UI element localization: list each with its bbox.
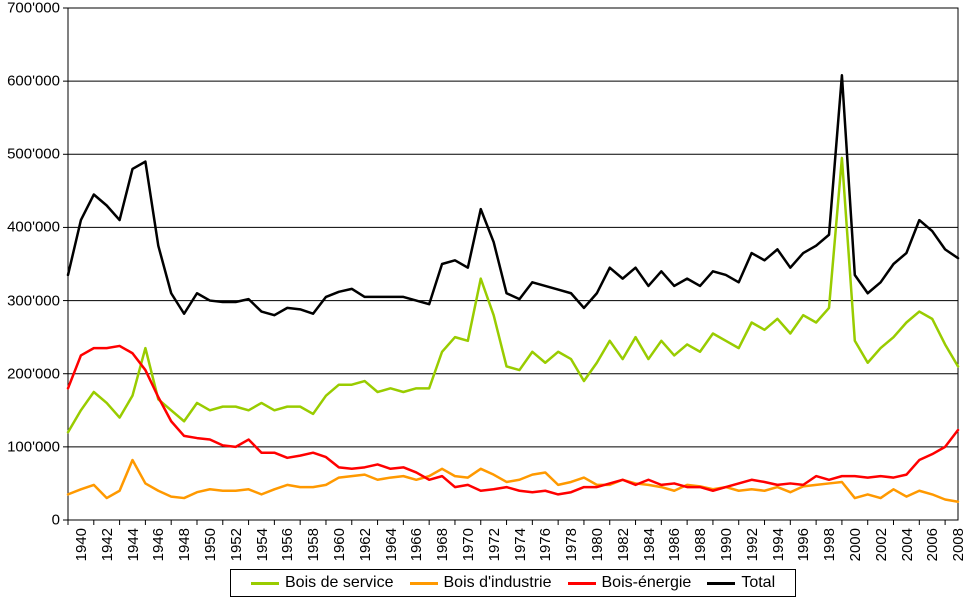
x-tick-label: 1984	[641, 528, 658, 561]
x-tick-label: 1972	[486, 528, 503, 561]
y-tick-label: 400'000	[7, 219, 60, 236]
x-tick-label: 1960	[331, 528, 348, 561]
legend-label: Bois-énergie	[602, 574, 692, 592]
x-tick-label: 1978	[563, 528, 580, 561]
x-tick-label: 1968	[434, 528, 451, 561]
legend-label: Bois de service	[285, 574, 394, 592]
x-tick-label: 1974	[512, 528, 529, 561]
legend-swatch	[410, 582, 438, 585]
x-tick-label: 1966	[408, 528, 425, 561]
y-tick-label: 100'000	[7, 438, 60, 455]
y-tick-label: 300'000	[7, 292, 60, 309]
x-tick-label: 1946	[150, 528, 167, 561]
x-tick-label: 1948	[176, 528, 193, 561]
y-tick-label: 500'000	[7, 146, 60, 163]
x-tick-label: 1964	[383, 528, 400, 561]
x-tick-label: 1980	[589, 528, 606, 561]
chart-canvas	[0, 0, 968, 601]
x-tick-label: 1996	[795, 528, 812, 561]
x-tick-label: 1958	[305, 528, 322, 561]
legend-item-total: Total	[707, 574, 775, 592]
x-tick-label: 1940	[73, 528, 90, 561]
x-tick-label: 1982	[615, 528, 632, 561]
legend-label: Total	[741, 574, 775, 592]
x-tick-label: 1952	[228, 528, 245, 561]
x-tick-label: 1962	[357, 528, 374, 561]
y-tick-label: 700'000	[7, 0, 60, 17]
legend-item-bois_d_industrie: Bois d'industrie	[410, 574, 552, 592]
x-tick-label: 2002	[873, 528, 890, 561]
x-tick-label: 1994	[770, 528, 787, 561]
x-tick-label: 2000	[847, 528, 864, 561]
x-tick-label: 1976	[537, 528, 554, 561]
legend-item-bois_energie: Bois-énergie	[568, 574, 692, 592]
x-tick-label: 1998	[821, 528, 838, 561]
x-tick-label: 1950	[202, 528, 219, 561]
line-chart: 0 100'000 200'000 300'000 400'000 500'000 600'…	[0, 0, 968, 601]
x-tick-label: 1954	[254, 528, 271, 561]
legend-swatch	[251, 582, 279, 585]
x-tick-label: 1944	[125, 528, 142, 561]
legend-item-bois_de_service: Bois de service	[251, 574, 394, 592]
x-tick-label: 1990	[718, 528, 735, 561]
legend-swatch	[707, 582, 735, 585]
x-tick-label: 1970	[460, 528, 477, 561]
legend-label: Bois d'industrie	[444, 574, 552, 592]
x-tick-label: 1992	[744, 528, 761, 561]
x-tick-label: 1942	[99, 528, 116, 561]
x-tick-label: 1986	[666, 528, 683, 561]
x-tick-label: 2006	[924, 528, 941, 561]
legend: Bois de service Bois d'industrie Bois-éner…	[230, 569, 796, 597]
y-tick-label: 0	[52, 512, 60, 529]
y-tick-label: 600'000	[7, 73, 60, 90]
x-tick-label: 2008	[950, 528, 967, 561]
y-tick-label: 200'000	[7, 365, 60, 382]
x-tick-label: 1956	[279, 528, 296, 561]
legend-swatch	[568, 582, 596, 585]
x-tick-label: 2004	[899, 528, 916, 561]
x-tick-label: 1988	[692, 528, 709, 561]
